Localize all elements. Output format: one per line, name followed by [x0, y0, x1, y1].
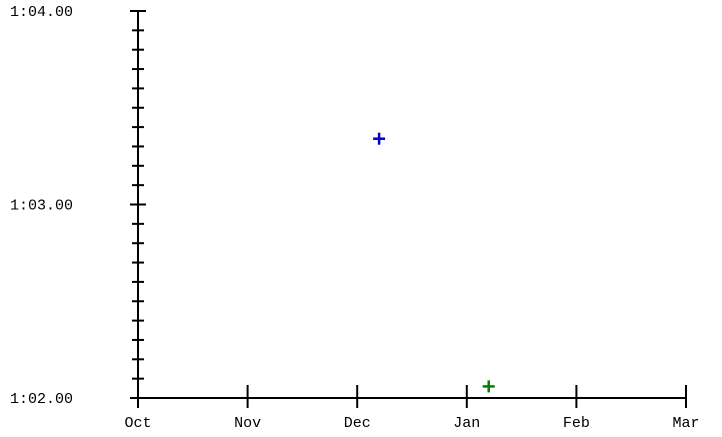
y-tick-label: 1:02.00 — [10, 391, 73, 408]
data-points — [373, 132, 495, 393]
x-tick-label: Dec — [344, 415, 371, 432]
data-point — [482, 380, 495, 393]
axes — [137, 11, 686, 399]
y-tick-label: 1:04.00 — [10, 4, 73, 21]
x-tick-label: Jan — [453, 415, 480, 432]
x-tick-label: Nov — [234, 415, 261, 432]
y-tick-label: 1:03.00 — [10, 198, 73, 215]
x-tick-label: Mar — [672, 415, 699, 432]
data-point — [373, 132, 386, 145]
x-tick-label: Oct — [124, 415, 151, 432]
y-axis-ticks: 1:04.00 1:03.00 1:02.00 — [10, 4, 146, 408]
x-tick-label: Feb — [563, 415, 590, 432]
x-axis-ticks: Oct Nov Dec Jan Feb Mar — [124, 385, 700, 432]
